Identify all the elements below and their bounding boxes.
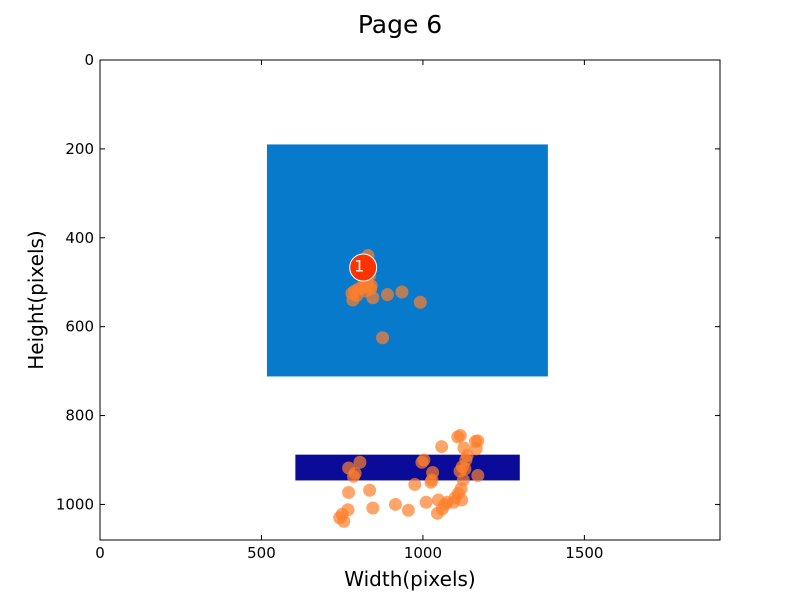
y-tick-label: 200 xyxy=(65,140,94,158)
gaze-point xyxy=(413,295,427,309)
gaze-point xyxy=(430,506,444,520)
gaze-point xyxy=(366,291,380,305)
gaze-point xyxy=(366,501,380,515)
x-tick-label: 500 xyxy=(247,544,276,562)
y-tick-label: 600 xyxy=(65,318,94,336)
gaze-point xyxy=(388,497,402,511)
gaze-point xyxy=(435,440,449,454)
gaze-point xyxy=(376,331,390,345)
y-axis-ticks: 0 200 400 600 800 1000 xyxy=(56,51,720,513)
region-rect-1 xyxy=(266,144,548,377)
y-axis-label: Height(pixels) xyxy=(24,230,48,369)
gaze-point xyxy=(363,483,377,497)
y-tick-label: 800 xyxy=(65,407,94,425)
gaze-point xyxy=(408,477,422,491)
plot-frame xyxy=(99,59,721,541)
gaze-points-layer xyxy=(333,249,485,528)
gaze-point xyxy=(453,429,467,443)
y-tick-label: 1000 xyxy=(56,495,94,513)
gaze-point xyxy=(395,285,409,299)
fixation-layer: 1 xyxy=(349,253,378,282)
chart-title: Page 6 xyxy=(358,10,442,39)
gaze-point xyxy=(424,475,438,489)
gaze-point xyxy=(337,514,351,528)
regions-layer xyxy=(266,144,548,481)
gaze-point xyxy=(401,503,415,517)
fixation-marker xyxy=(349,253,378,282)
x-axis-label: Width(pixels) xyxy=(344,567,475,591)
x-tick-label: 1000 xyxy=(404,544,442,562)
y-tick-label: 400 xyxy=(65,229,94,247)
gaze-point xyxy=(353,455,367,469)
x-tick-label: 1500 xyxy=(565,544,603,562)
gaze-point xyxy=(346,293,360,307)
gaze-point xyxy=(342,485,356,499)
gaze-point xyxy=(419,495,433,509)
fixation-label: 1 xyxy=(354,257,364,276)
gaze-point xyxy=(469,442,483,456)
gaze-point xyxy=(415,455,429,469)
gaze-point xyxy=(471,469,485,483)
x-tick-label: 0 xyxy=(95,544,105,562)
gaze-point xyxy=(380,288,394,302)
y-tick-label: 0 xyxy=(84,51,94,69)
region-rect-2 xyxy=(295,454,520,481)
gaze-point xyxy=(346,469,360,483)
x-axis-ticks: 0 500 1000 1500 xyxy=(95,60,603,562)
